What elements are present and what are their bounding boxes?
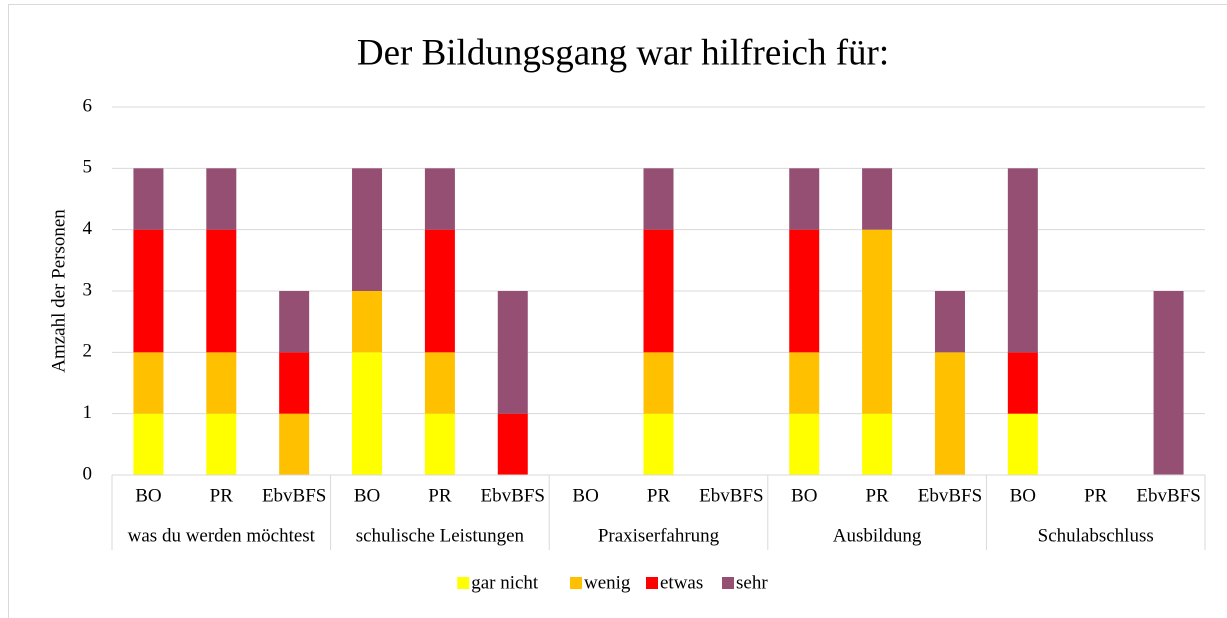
bar-segment — [352, 168, 383, 291]
bar-segment — [206, 168, 237, 230]
bar-segment — [206, 229, 237, 353]
legend-label: etwas — [660, 572, 703, 593]
x-tick-label: BO — [791, 485, 817, 506]
bar-segment — [133, 229, 164, 353]
bar-segment — [133, 168, 164, 230]
legend-swatch — [722, 577, 734, 589]
bar-segment — [862, 229, 893, 414]
x-tick-label: BO — [1010, 485, 1036, 506]
group-label: Schulabschluss — [1038, 525, 1154, 546]
legend-swatch — [570, 577, 582, 589]
bar-segment — [352, 352, 383, 475]
x-tick-label: EbvBFS — [262, 485, 326, 506]
bar-segment — [789, 168, 820, 230]
x-tick-label: EbvBFS — [481, 485, 545, 506]
bar-segment — [1153, 291, 1184, 475]
legend-label: sehr — [736, 572, 768, 593]
bar-segment — [643, 413, 674, 475]
bar-segment — [352, 291, 383, 353]
x-tick-label: EbvBFS — [1136, 485, 1200, 506]
bar-segment — [133, 352, 164, 414]
bar-segment — [497, 291, 528, 414]
x-tick-label: PR — [210, 485, 234, 506]
bar-segment — [643, 168, 674, 230]
y-tick-label: 3 — [83, 279, 93, 300]
bar-segment — [424, 229, 455, 353]
bar-segment — [279, 352, 310, 414]
bar-segment — [789, 352, 820, 414]
bar-segment — [862, 168, 893, 230]
x-tick-label: PR — [647, 485, 671, 506]
y-tick-label: 6 — [83, 95, 93, 116]
x-tick-label: PR — [428, 485, 452, 506]
y-tick-label: 2 — [83, 341, 93, 362]
chart-title: Der Bildungsgang war hilfreich für: — [357, 32, 889, 73]
legend-label: wenig — [584, 572, 631, 593]
legend-swatch — [646, 577, 658, 589]
bar-segment — [789, 229, 820, 353]
x-tick-label: PR — [865, 485, 889, 506]
y-tick-label: 4 — [83, 218, 93, 239]
x-tick-label: BO — [135, 485, 161, 506]
bar-segment — [934, 352, 965, 475]
y-axis-label: Amzahl der Personen — [48, 209, 69, 373]
bar-segment — [643, 229, 674, 353]
x-tick-label: BO — [572, 485, 598, 506]
y-tick-label: 1 — [83, 402, 93, 423]
y-tick-label: 0 — [83, 463, 93, 484]
bar-segment — [424, 352, 455, 414]
y-tick-label: 5 — [83, 157, 93, 178]
bar-segment — [643, 352, 674, 414]
bar-segment — [1007, 413, 1038, 475]
group-label: was du werden möchtest — [128, 525, 316, 546]
chart-frame — [8, 4, 1227, 618]
group-label: Praxiserfahrung — [598, 525, 720, 546]
bar-segment — [424, 413, 455, 475]
x-tick-label: PR — [1084, 485, 1108, 506]
group-label: schulische Leistungen — [356, 525, 525, 546]
bar-segment — [279, 413, 310, 475]
bar-segment — [206, 352, 237, 414]
x-tick-label: EbvBFS — [918, 485, 982, 506]
bar-segment — [424, 168, 455, 230]
x-tick-label: EbvBFS — [699, 485, 763, 506]
bar-segment — [789, 413, 820, 475]
bar-segment — [934, 291, 965, 353]
legend-label: gar nicht — [471, 572, 539, 593]
group-label: Ausbildung — [833, 525, 922, 546]
bar-segment — [862, 413, 893, 475]
bar-segment — [206, 413, 237, 475]
bar-segment — [279, 291, 310, 353]
bar-segment — [1007, 352, 1038, 414]
x-tick-label: BO — [354, 485, 380, 506]
bar-segment — [133, 413, 164, 475]
bar-segment — [1007, 168, 1038, 353]
bar-segment — [497, 413, 528, 475]
legend-swatch — [457, 577, 470, 589]
